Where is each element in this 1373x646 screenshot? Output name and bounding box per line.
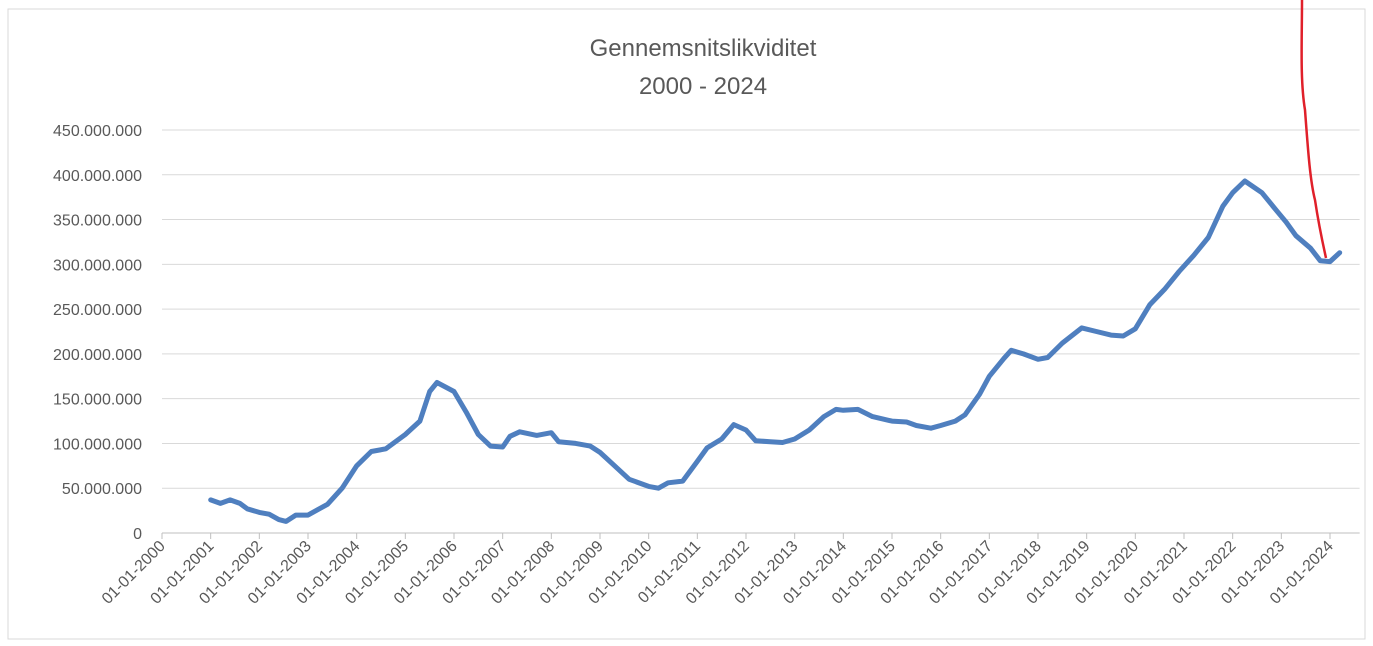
y-tick-label: 0 bbox=[133, 526, 142, 543]
y-tick-label: 250.000.000 bbox=[53, 302, 142, 319]
annotation-stroke bbox=[1300, 0, 1328, 259]
chart-subtitle: 2000 - 2024 bbox=[639, 73, 767, 100]
chart-title: Gennemsnitslikviditet bbox=[590, 35, 817, 62]
y-tick-label: 100.000.000 bbox=[53, 436, 142, 453]
y-tick-label: 200.000.000 bbox=[53, 347, 142, 364]
y-tick-label: 450.000.000 bbox=[53, 123, 142, 140]
data-line bbox=[208, 178, 1343, 524]
y-tick-label: 50.000.000 bbox=[62, 481, 142, 498]
y-tick-label: 300.000.000 bbox=[53, 257, 142, 274]
y-tick-label: 150.000.000 bbox=[53, 392, 142, 409]
y-tick-label: 350.000.000 bbox=[53, 213, 142, 230]
y-tick-label: 400.000.000 bbox=[53, 168, 142, 185]
